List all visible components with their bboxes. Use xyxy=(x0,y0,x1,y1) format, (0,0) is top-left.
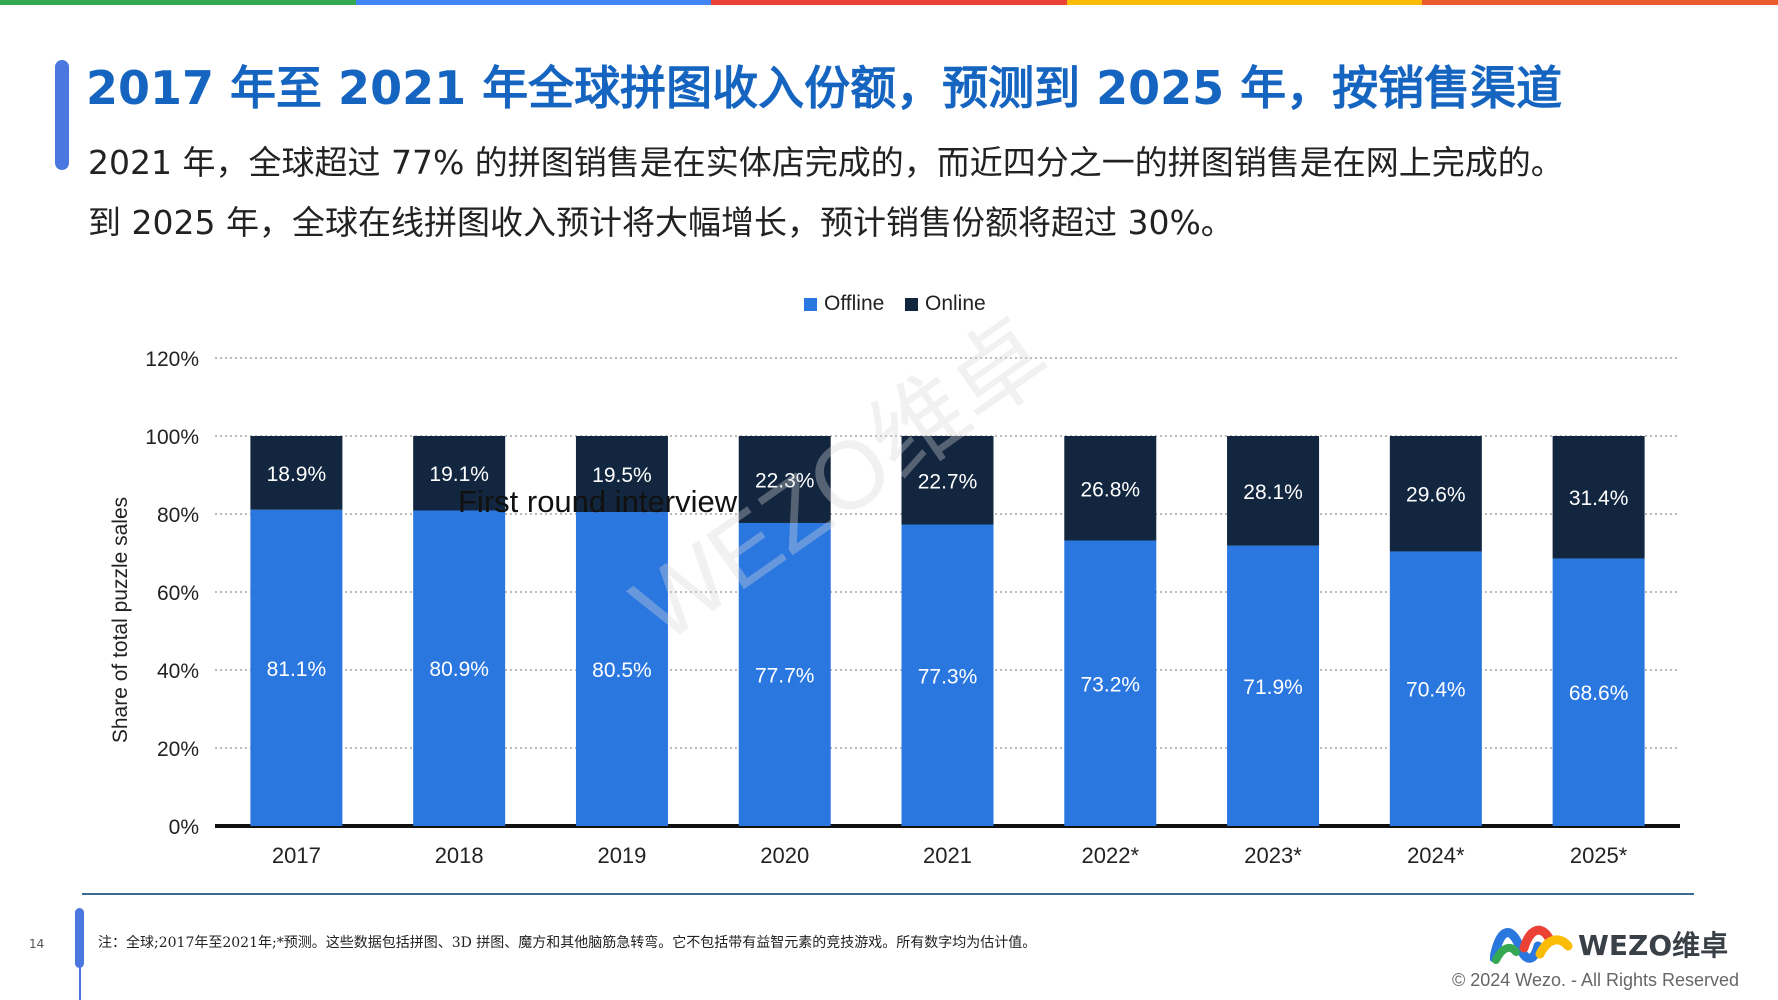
x-tick-label: 2018 xyxy=(435,843,484,868)
bar-online xyxy=(413,436,506,511)
bar-offline xyxy=(901,524,994,826)
data-label-offline: 81.1% xyxy=(267,658,327,681)
page-title: 2017 年至 2021 年全球拼图收入份额，预测到 2025 年，按销售渠道 xyxy=(86,61,1563,115)
watermark-text: WEZO维卓 xyxy=(614,300,1069,663)
legend-label-online: Online xyxy=(925,292,986,315)
labels-layer: 81.1% 18.9% 2017 80.9% 19.1% 2018 80.5% 19.5% 20… xyxy=(267,463,1629,868)
page-number: 14 xyxy=(29,937,45,951)
y-tick-label: 40% xyxy=(157,660,199,683)
overlay-annotation: First round interview xyxy=(458,484,738,519)
bar-online xyxy=(738,436,831,523)
data-label-online: 18.9% xyxy=(267,463,327,486)
chart-legend: Offline Online xyxy=(804,292,986,315)
logo-text: WEZO维卓 xyxy=(1578,929,1729,962)
x-tick-label: 2024* xyxy=(1407,843,1465,868)
y-axis-label: Share of total puzzle sales xyxy=(109,497,132,743)
bar-online xyxy=(1389,436,1482,552)
title-accent-bar xyxy=(55,60,69,170)
y-tick-label: 20% xyxy=(157,738,199,761)
footnote-accent-tick xyxy=(79,960,81,1000)
data-label-offline: 80.5% xyxy=(592,659,652,682)
bars-layer xyxy=(250,436,1645,826)
y-tick-label: 60% xyxy=(157,582,199,605)
data-label-offline: 68.6% xyxy=(1569,682,1629,705)
top-color-bar xyxy=(0,0,1778,5)
bar-online xyxy=(1227,436,1320,546)
data-label-online: 26.8% xyxy=(1081,478,1141,501)
subtitle-line-2: 到 2025 年，全球在线拼图收入预计将大幅增长，预计销售份额将超过 30%。 xyxy=(88,203,1234,242)
y-tick-label: 120% xyxy=(145,348,199,371)
stacked-bar-chart: 0% 20% 40% 60% 80% 100% 120% 81.1% 18.9% 2017 80.… xyxy=(109,292,1680,868)
top-bar-segment xyxy=(355,0,712,5)
x-tick-label: 2021 xyxy=(923,843,972,868)
data-label-offline: 73.2% xyxy=(1081,673,1141,696)
data-label-offline: 70.4% xyxy=(1406,679,1466,702)
data-label-online: 22.7% xyxy=(918,470,978,493)
top-bar-segment xyxy=(711,0,1067,5)
data-label-offline: 71.9% xyxy=(1243,676,1303,699)
bar-online xyxy=(250,436,343,510)
legend-label-offline: Offline xyxy=(824,292,884,315)
top-bar-segment xyxy=(0,0,356,5)
top-bar-segment xyxy=(1066,0,1423,5)
data-label-online: 29.6% xyxy=(1406,484,1466,507)
bar-online xyxy=(901,436,994,525)
data-label-offline: 77.7% xyxy=(755,664,815,687)
copyright-text: © 2024 Wezo. - All Rights Reserved xyxy=(1452,970,1740,990)
x-tick-label: 2022* xyxy=(1082,843,1140,868)
bar-offline xyxy=(250,509,343,826)
data-label-online: 28.1% xyxy=(1243,481,1303,504)
wezo-logo-icon xyxy=(1490,925,1573,964)
bar-online xyxy=(1064,436,1157,541)
bar-offline xyxy=(575,512,668,826)
bar-online xyxy=(575,436,668,513)
subtitle-line-1: 2021 年，全球超过 77% 的拼图销售是在实体店完成的，而近四分之一的拼图销… xyxy=(88,143,1564,182)
bar-online xyxy=(1552,436,1645,559)
x-tick-label: 2023* xyxy=(1244,843,1302,868)
x-tick-label: 2017 xyxy=(272,843,321,868)
data-label-online: 31.4% xyxy=(1569,487,1629,510)
bar-offline xyxy=(738,522,831,826)
x-tick-label: 2020 xyxy=(760,843,809,868)
data-label-online: 22.3% xyxy=(755,469,815,492)
bar-offline xyxy=(413,510,506,826)
x-tick-label: 2019 xyxy=(597,843,646,868)
data-label-online: 19.5% xyxy=(592,464,652,487)
x-tick-label: 2025* xyxy=(1570,843,1628,868)
top-bar-segment xyxy=(1422,0,1778,5)
y-tick-label: 100% xyxy=(145,426,199,449)
bar-offline xyxy=(1552,558,1645,826)
y-tick-label: 0% xyxy=(169,816,199,839)
data-label-online: 19.1% xyxy=(429,463,489,486)
bar-offline xyxy=(1227,545,1320,826)
legend-swatch-offline xyxy=(804,298,817,311)
footnote-accent-bar xyxy=(75,908,84,968)
data-label-offline: 80.9% xyxy=(429,658,489,681)
bar-offline xyxy=(1389,551,1482,826)
data-label-offline: 77.3% xyxy=(918,665,978,688)
y-tick-label: 80% xyxy=(157,504,199,527)
footnote-text: 注：全球;2017年至2021年;*预测。这些数据包括拼图、3D 拼图、魔方和其… xyxy=(98,935,1037,951)
legend-swatch-online xyxy=(905,298,918,311)
footer-divider xyxy=(82,893,1694,895)
bar-offline xyxy=(1064,540,1157,826)
